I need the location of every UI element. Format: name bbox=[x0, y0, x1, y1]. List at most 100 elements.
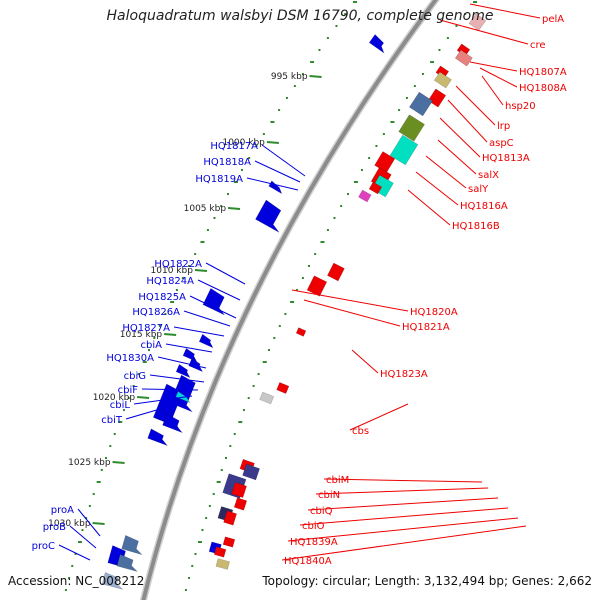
reverse-leader bbox=[479, 67, 518, 88]
ruler-tick bbox=[92, 522, 105, 525]
reverse-leader bbox=[291, 289, 409, 312]
tick-left bbox=[74, 553, 77, 555]
reverse-gene bbox=[213, 546, 227, 558]
reverse-gene bbox=[358, 189, 372, 203]
forward-gene-label: proA bbox=[51, 505, 74, 516]
tick-left bbox=[158, 325, 161, 327]
reverse-gene bbox=[223, 510, 237, 526]
reverse-gene-label: HQ1816A bbox=[460, 201, 508, 212]
tick-right bbox=[267, 349, 270, 351]
reverse-leader bbox=[481, 75, 504, 106]
tick-right bbox=[320, 241, 325, 243]
forward-leader bbox=[254, 160, 301, 183]
reverse-gene-label: cbs bbox=[352, 426, 369, 437]
forward-gene bbox=[147, 428, 169, 447]
reverse-gene-label: salY bbox=[468, 184, 489, 195]
reverse-gene bbox=[242, 463, 260, 481]
tick-left bbox=[318, 49, 321, 51]
forward-leader bbox=[183, 310, 231, 327]
tick-left bbox=[127, 397, 130, 399]
tick-right bbox=[421, 73, 424, 75]
forward-leader bbox=[58, 544, 91, 561]
tick-left bbox=[220, 205, 223, 207]
forward-gene-label: HQ1826A bbox=[132, 307, 180, 318]
ruler-label: 1030 kbp bbox=[48, 519, 91, 529]
tick-right bbox=[201, 529, 204, 531]
ruler-tick bbox=[309, 75, 322, 78]
tick-left bbox=[81, 529, 84, 531]
tick-right bbox=[216, 481, 221, 483]
reverse-leader bbox=[307, 497, 499, 511]
tick-right bbox=[405, 97, 408, 99]
reverse-leader bbox=[315, 487, 489, 495]
backbone-shadow bbox=[139, 0, 440, 600]
tick-left bbox=[77, 541, 82, 543]
reverse-leader bbox=[349, 403, 409, 431]
tick-left bbox=[164, 313, 167, 315]
topology-text: Topology: circular; Length: 3,132,494 bp… bbox=[262, 574, 592, 588]
forward-leader bbox=[173, 326, 225, 337]
tick-right bbox=[314, 253, 317, 255]
tick-left bbox=[85, 517, 88, 519]
ruler-label: 1025 kbp bbox=[68, 458, 111, 468]
tick-left bbox=[270, 121, 275, 123]
reverse-gene bbox=[389, 134, 419, 166]
tick-right bbox=[464, 13, 467, 15]
ruler-tick bbox=[227, 207, 241, 210]
forward-leader bbox=[189, 295, 237, 319]
tick-right bbox=[346, 193, 349, 195]
tick-left bbox=[153, 337, 156, 339]
reverse-gene-label: pelA bbox=[542, 14, 564, 25]
reverse-gene-label: HQ1823A bbox=[380, 369, 428, 380]
reverse-gene bbox=[368, 181, 383, 195]
tick-left bbox=[240, 169, 243, 171]
tick-left bbox=[147, 349, 150, 351]
forward-leader bbox=[261, 144, 306, 177]
reverse-gene-label: cbiM bbox=[326, 475, 349, 486]
tick-right bbox=[197, 541, 202, 543]
forward-gene bbox=[198, 333, 214, 349]
reverse-gene bbox=[398, 114, 425, 142]
tick-right bbox=[191, 565, 194, 567]
forward-gene-label: cbiT bbox=[101, 415, 123, 426]
reverse-gene bbox=[222, 536, 236, 548]
accession-text: Accession: NC_008212 bbox=[8, 574, 145, 588]
tick-left bbox=[248, 157, 251, 159]
reverse-leader bbox=[281, 525, 527, 561]
tick-left bbox=[142, 361, 147, 363]
reverse-leader bbox=[351, 349, 379, 374]
tick-right bbox=[262, 361, 267, 363]
reverse-gene-label: HQ1820A bbox=[410, 307, 458, 318]
forward-gene-label: HQ1824A bbox=[146, 276, 194, 287]
tick-right bbox=[229, 445, 232, 447]
ruler-label: 1020 kbp bbox=[93, 393, 136, 403]
tick-left bbox=[187, 265, 190, 267]
forward-leader bbox=[77, 508, 101, 537]
forward-gene-label: HQ1825A bbox=[138, 292, 186, 303]
forward-gene bbox=[101, 572, 124, 590]
tick-left bbox=[326, 37, 329, 39]
tick-left bbox=[170, 301, 175, 303]
reverse-gene-label: HQ1840A bbox=[284, 556, 332, 567]
reverse-gene bbox=[327, 262, 345, 282]
tick-left bbox=[68, 577, 71, 579]
tick-right bbox=[238, 421, 243, 423]
reverse-gene-label: salX bbox=[478, 170, 499, 181]
forward-gene bbox=[202, 288, 225, 316]
forward-gene bbox=[182, 347, 198, 363]
tick-right bbox=[301, 277, 304, 279]
tick-left bbox=[344, 13, 347, 15]
reverse-leader bbox=[469, 61, 518, 72]
tick-left bbox=[181, 277, 184, 279]
forward-leader bbox=[246, 177, 299, 191]
forward-gene bbox=[268, 180, 283, 195]
ruler-label: 1015 kbp bbox=[120, 330, 163, 340]
backbone-line bbox=[141, 0, 439, 600]
forward-leader bbox=[133, 395, 193, 405]
reverse-gene-label: HQ1816B bbox=[452, 221, 500, 232]
tick-left bbox=[109, 445, 112, 447]
forward-gene bbox=[116, 554, 139, 572]
tick-right bbox=[184, 589, 187, 591]
